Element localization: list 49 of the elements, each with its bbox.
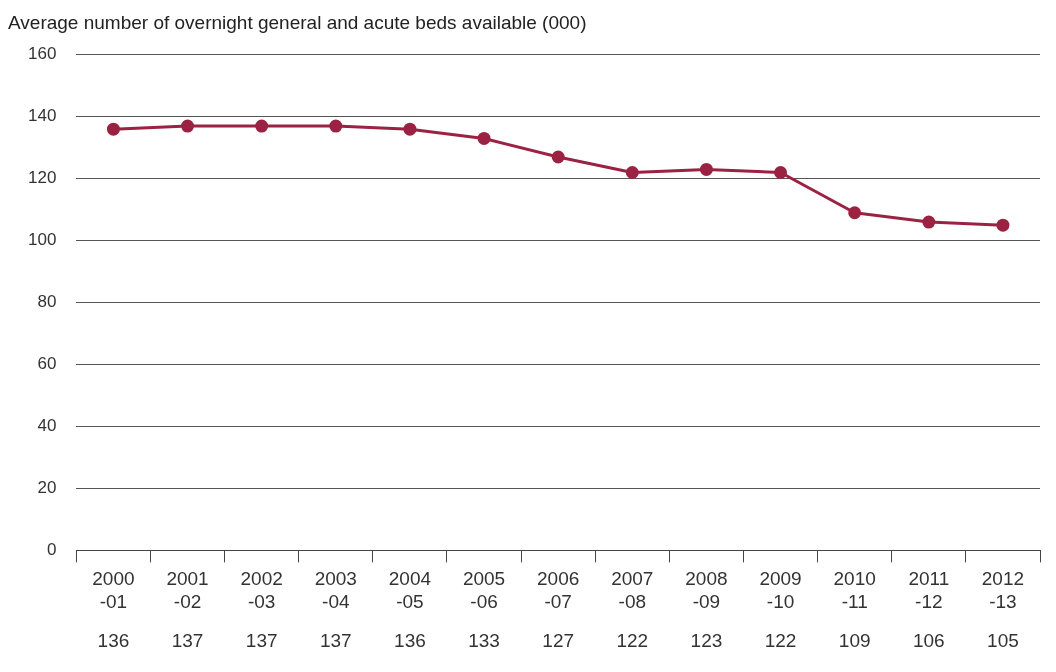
data-label: 123 [690, 630, 723, 652]
point [699, 162, 713, 176]
y-tick-label: 140 [27, 106, 57, 126]
x-tick-label: 2007 -08 [611, 568, 654, 612]
point [329, 119, 343, 133]
data-label: 133 [468, 630, 500, 652]
x-tick-label: 2002 -03 [240, 568, 283, 612]
data-label: 106 [912, 630, 945, 652]
y-tick-label: 20 [37, 478, 57, 498]
y-tick-label: 160 [27, 44, 57, 64]
point [774, 166, 788, 180]
point [922, 215, 936, 229]
point [181, 119, 195, 133]
x-tick-label: 2003 -04 [314, 568, 357, 612]
data-label: 137 [245, 630, 278, 652]
x-tick-label: 2010 -11 [833, 568, 876, 612]
x-tick-label: 2005 -06 [462, 568, 506, 612]
data-label: 109 [838, 630, 871, 652]
point [996, 218, 1010, 232]
point [255, 119, 269, 133]
data-label: 136 [394, 630, 426, 652]
data-label: 122 [764, 630, 797, 652]
point [625, 166, 639, 180]
data-label: 137 [319, 630, 352, 652]
y-tick-label: 40 [37, 416, 57, 436]
point [551, 150, 565, 164]
data-label: 127 [542, 630, 575, 652]
y-tick-label: 60 [37, 354, 57, 374]
x-tick-label: 2000 -01 [92, 568, 135, 612]
y-tick-label: 80 [37, 292, 57, 312]
y-tick-label: 0 [46, 540, 57, 560]
x-tick-label: 2009 -10 [759, 568, 802, 612]
chart-title: Average number of overnight general and acute beds available (000) [8, 11, 587, 33]
data-label: 122 [616, 630, 649, 652]
x-tick-label: 2012 -13 [981, 568, 1025, 612]
x-tick-label: 2011 -12 [908, 568, 950, 612]
point [848, 206, 862, 220]
x-tick-label: 2001 -02 [166, 568, 209, 612]
point [477, 131, 491, 145]
y-tick-label: 120 [27, 168, 57, 188]
data-label: 105 [987, 630, 1019, 652]
data-label: 136 [97, 630, 130, 652]
point [106, 122, 120, 136]
data-label: 137 [171, 630, 204, 652]
x-tick-label: 2006 -07 [537, 568, 580, 612]
x-tick-label: 2008 -09 [685, 568, 728, 612]
point [403, 122, 417, 136]
y-tick-label: 100 [27, 230, 57, 250]
x-tick-label: 2004 -05 [388, 568, 432, 612]
